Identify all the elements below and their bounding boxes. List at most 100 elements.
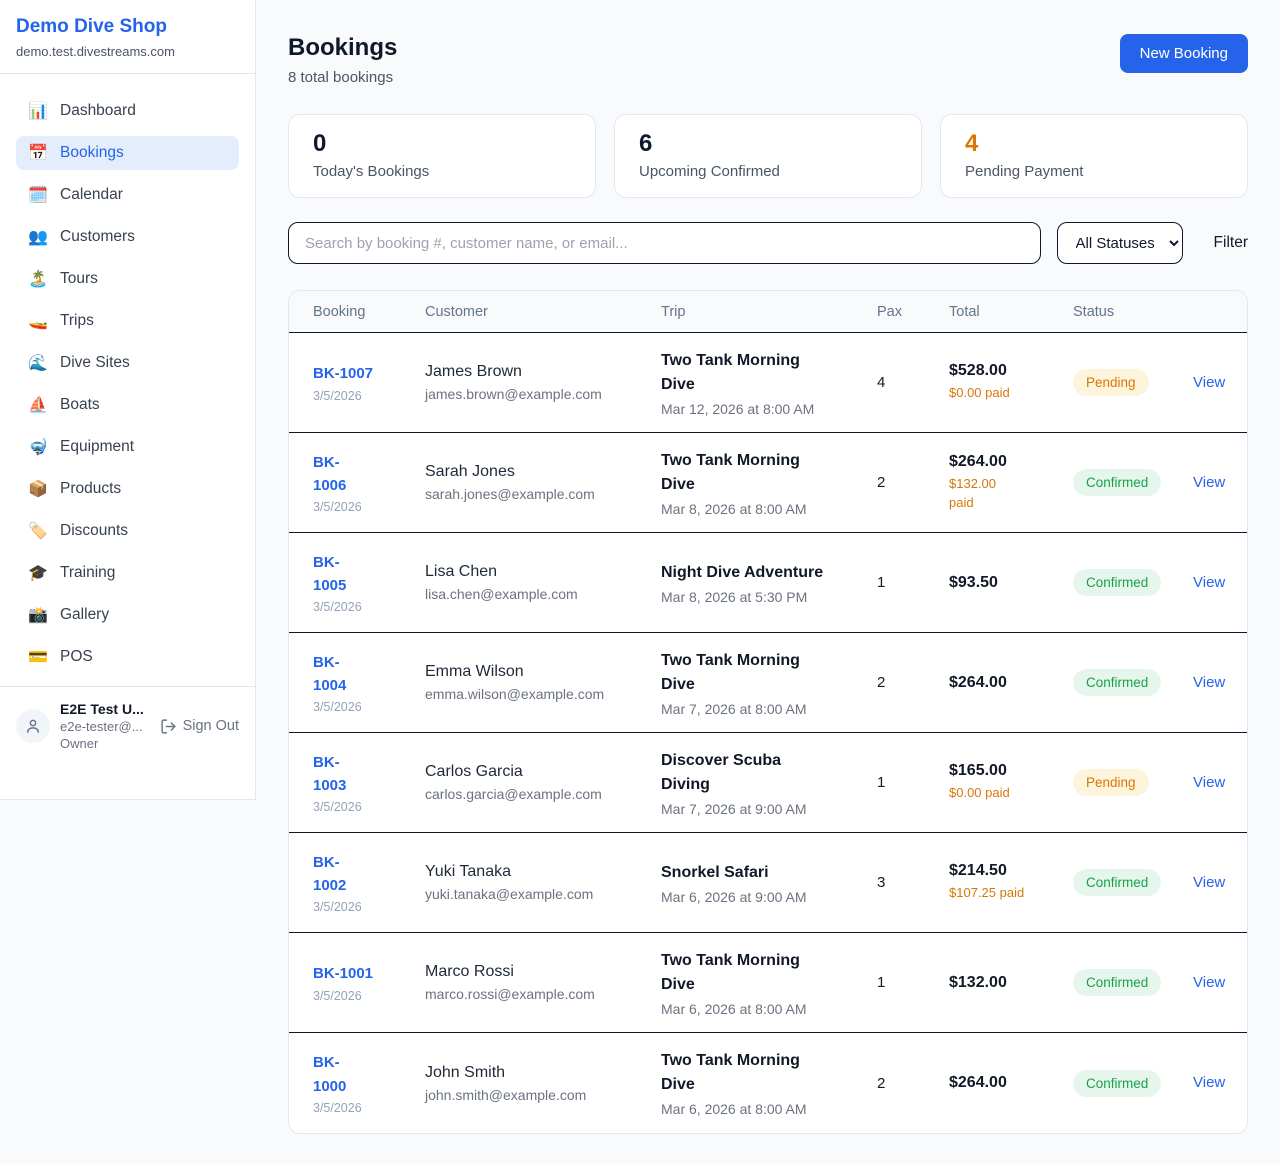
booking-date: 3/5/2026 xyxy=(313,988,362,1003)
shop-domain: demo.test.divestreams.com xyxy=(16,44,175,59)
view-booking-link[interactable]: View xyxy=(1193,873,1226,891)
sidebar-item-training[interactable]: 🎓 Training xyxy=(16,556,239,590)
sidebar-item-dive-sites[interactable]: 🌊 Dive Sites xyxy=(16,346,239,380)
bar-chart-icon: 📊 xyxy=(28,103,48,120)
status-badge: Confirmed xyxy=(1073,669,1162,696)
status-badge: Confirmed xyxy=(1073,469,1162,496)
customer-email: marco.rossi@example.com xyxy=(425,986,595,1002)
view-booking-link[interactable]: View xyxy=(1193,473,1226,491)
status-badge: Confirmed xyxy=(1073,869,1162,896)
view-booking-link[interactable]: View xyxy=(1193,973,1226,991)
paid-amount: $0.00 paid xyxy=(949,385,1010,401)
sidebar-item-boats[interactable]: ⛵ Boats xyxy=(16,388,239,422)
sidebar-item-label: Calendar xyxy=(60,186,123,203)
sidebar-item-products[interactable]: 📦 Products xyxy=(16,472,239,506)
customer-email: carlos.garcia@example.com xyxy=(425,786,602,802)
filter-bar: All Statuses Filter xyxy=(288,222,1248,264)
sign-out-label: Sign Out xyxy=(182,718,239,734)
status-badge: Confirmed xyxy=(1073,569,1162,596)
stat-value: 0 xyxy=(313,130,327,157)
status-badge: Pending xyxy=(1073,769,1149,796)
booking-id-link[interactable]: BK- 1004 xyxy=(313,653,347,694)
sidebar-item-label: Products xyxy=(60,480,122,497)
stat-label: Today's Bookings xyxy=(313,163,430,180)
paid-amount: $107.25 paid xyxy=(949,885,1025,901)
table-row: BK-1001 3/5/2026 Marco Rossi marco.rossi… xyxy=(289,933,1247,1033)
stat-card: 4 Pending Payment xyxy=(940,114,1248,198)
booking-id-link[interactable]: BK-1007 xyxy=(313,365,374,383)
view-booking-link[interactable]: View xyxy=(1193,373,1226,391)
filter-button[interactable]: Filter xyxy=(1213,234,1248,251)
sidebar-item-gallery[interactable]: 📸 Gallery xyxy=(16,598,239,632)
package-icon: 📦 xyxy=(28,481,48,498)
customer-email: yuki.tanaka@example.com xyxy=(425,886,594,902)
customer-email: emma.wilson@example.com xyxy=(425,686,605,702)
sidebar: Demo Dive Shop demo.test.divestreams.com… xyxy=(0,0,256,800)
booking-id-link[interactable]: BK- 1000 xyxy=(313,1054,347,1095)
total-amount: $214.50 xyxy=(949,862,1007,880)
sidebar-item-tours[interactable]: 🏝️ Tours xyxy=(16,262,239,296)
camera-icon: 📸 xyxy=(28,607,48,624)
trip-name: Discover Scuba Diving xyxy=(661,751,782,793)
person-icon xyxy=(27,719,39,733)
booking-id-link[interactable]: BK- 1003 xyxy=(313,753,347,794)
sidebar-nav: 📊 Dashboard 📅 Bookings 🗓️ Calendar 👥 Cus… xyxy=(0,74,255,682)
user-email: e2e-tester@... xyxy=(60,719,143,734)
booking-id-link[interactable]: BK- 1005 xyxy=(313,553,347,594)
pax-count: 1 xyxy=(877,974,886,991)
trip-datetime: Mar 6, 2026 at 8:00 AM xyxy=(661,1000,807,1017)
pax-count: 2 xyxy=(877,1074,886,1092)
view-booking-link[interactable]: View xyxy=(1193,673,1226,691)
status-badge: Pending xyxy=(1073,369,1149,396)
people-icon: 👥 xyxy=(28,229,48,246)
sidebar-item-trips[interactable]: 🚤 Trips xyxy=(16,304,239,338)
sidebar-item-label: Dashboard xyxy=(60,102,136,119)
sailboat-icon: ⛵ xyxy=(28,397,48,414)
sidebar-item-label: Dive Sites xyxy=(60,354,130,371)
sidebar-item-bookings[interactable]: 📅 Bookings xyxy=(16,136,239,170)
sidebar-item-discounts[interactable]: 🏷️ Discounts xyxy=(16,514,239,548)
booking-id-link[interactable]: BK- 1006 xyxy=(313,453,347,494)
trip-datetime: Mar 7, 2026 at 9:00 AM xyxy=(661,800,807,817)
speedboat-icon: 🚤 xyxy=(28,313,48,330)
booking-id-link[interactable]: BK- 1002 xyxy=(313,853,347,894)
view-booking-link[interactable]: View xyxy=(1193,573,1226,591)
user-section: E2E Test U... e2e-tester@... Owner Sign … xyxy=(0,686,255,765)
table-header: Booking Customer Trip Pax Total Status xyxy=(289,291,1247,333)
status-badge: Confirmed xyxy=(1073,969,1162,996)
booking-date: 3/5/2026 xyxy=(313,700,362,715)
tag-icon: 🏷️ xyxy=(28,523,48,540)
stat-label: Upcoming Confirmed xyxy=(639,163,780,180)
main-content: Bookings 8 total bookings New Booking 0 … xyxy=(256,0,1280,1164)
sidebar-item-calendar[interactable]: 🗓️ Calendar xyxy=(16,178,239,212)
graduation-cap-icon: 🎓 xyxy=(28,565,48,582)
sidebar-item-dashboard[interactable]: 📊 Dashboard xyxy=(16,94,239,128)
search-input[interactable] xyxy=(288,222,1041,264)
view-booking-link[interactable]: View xyxy=(1193,1074,1226,1091)
stat-card: 6 Upcoming Confirmed xyxy=(614,114,922,198)
trip-datetime: Mar 6, 2026 at 9:00 AM xyxy=(661,888,807,905)
customer-name: Marco Rossi xyxy=(425,963,514,980)
booking-id-link[interactable]: BK-1001 xyxy=(313,965,374,983)
pax-count: 3 xyxy=(877,874,886,891)
sign-out-button[interactable]: Sign Out xyxy=(160,718,239,735)
bookings-count: 8 total bookings xyxy=(288,69,394,86)
user-role: Owner xyxy=(60,736,99,751)
status-filter-select[interactable]: All Statuses xyxy=(1056,222,1183,264)
new-booking-button[interactable]: New Booking xyxy=(1119,34,1248,73)
sidebar-item-equipment[interactable]: 🤿 Equipment xyxy=(16,430,239,464)
table-row: BK- 1004 3/5/2026 Emma Wilson emma.wilso… xyxy=(289,633,1247,733)
customer-name: John Smith xyxy=(425,1063,506,1081)
sidebar-item-pos[interactable]: 💳 POS xyxy=(16,640,239,674)
credit-card-icon: 💳 xyxy=(28,649,48,666)
customer-email: lisa.chen@example.com xyxy=(425,586,578,602)
view-booking-link[interactable]: View xyxy=(1193,773,1226,791)
stat-card: 0 Today's Bookings xyxy=(288,114,596,198)
table-row: BK- 1003 3/5/2026 Carlos Garcia carlos.g… xyxy=(289,733,1247,833)
sidebar-item-customers[interactable]: 👥 Customers xyxy=(16,220,239,254)
trip-name: Snorkel Safari xyxy=(661,863,769,881)
trip-name: Two Tank Morning Dive xyxy=(661,651,800,693)
customer-email: james.brown@example.com xyxy=(425,386,602,402)
booking-date: 3/5/2026 xyxy=(313,500,362,515)
customer-name: Lisa Chen xyxy=(425,563,498,580)
